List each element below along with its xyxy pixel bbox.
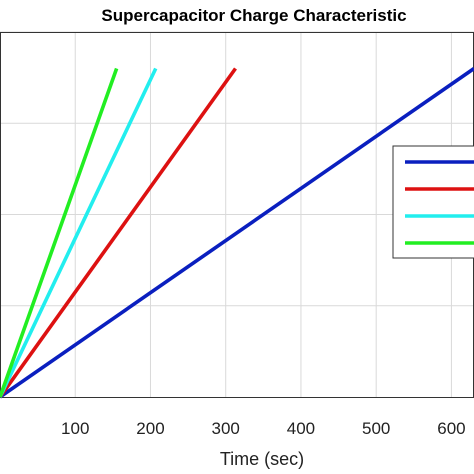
series-line-3	[0, 67, 158, 398]
legend-entries	[405, 160, 474, 245]
x-tick-label: 400	[287, 419, 315, 438]
series-line-2	[0, 67, 237, 399]
series-line-1	[0, 67, 474, 399]
x-tick-label: 300	[212, 419, 240, 438]
legend-box	[392, 145, 474, 259]
series-lines	[0, 67, 474, 399]
x-tick-labels: 100 200 300 400 500 600	[61, 419, 466, 438]
x-tick-label: 500	[362, 419, 390, 438]
chart-title: Supercapacitor Charge Characteristic	[101, 6, 406, 25]
x-tick-label: 600	[437, 419, 465, 438]
x-tick-label: 200	[136, 419, 164, 438]
series-line-4	[0, 67, 119, 398]
x-tick-label: 100	[61, 419, 89, 438]
legend	[392, 145, 474, 259]
x-axis-label: Time (sec)	[220, 449, 304, 469]
